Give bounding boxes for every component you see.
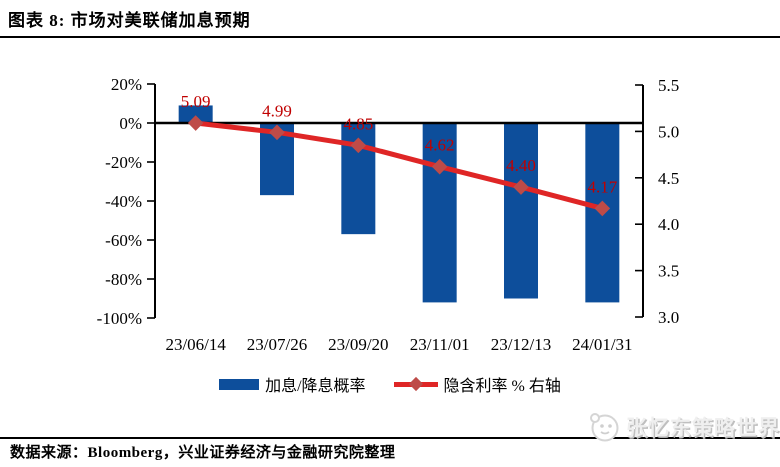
- left-axis-tick-label: 0%: [119, 114, 142, 133]
- data-label: 5.09: [181, 92, 211, 111]
- source-prefix: 数据来源：: [10, 445, 88, 461]
- x-axis-category-label: 23/11/01: [410, 335, 470, 354]
- x-axis-category-label: 23/12/13: [491, 335, 551, 354]
- right-axis-tick-label: 3.5: [658, 262, 679, 281]
- implied-rate-line: [193, 120, 605, 211]
- right-axis-tick-label: 4.0: [658, 215, 679, 234]
- data-label: 4.85: [343, 114, 373, 133]
- watermark-logo-icon: [590, 413, 619, 442]
- left-axis-tick-label: -100%: [97, 309, 142, 328]
- legend-item-bar-series: 加息/降息概率: [219, 372, 366, 396]
- right-axis-tick-label: 3.0: [658, 308, 679, 327]
- watermark: 张忆东策略世界: [588, 410, 780, 444]
- data-label: 4.62: [425, 136, 455, 155]
- x-axis-category-label: 23/07/26: [247, 335, 307, 354]
- legend-item-line-series: 隐含利率 % 右轴: [393, 372, 561, 396]
- x-axis-category-label: 24/01/31: [572, 335, 632, 354]
- data-source-note: 数据来源：Bloomberg，兴业证券经济与金融研究院整理: [10, 441, 395, 462]
- diamond-marker-icon: [187, 115, 204, 131]
- bar: [178, 105, 213, 123]
- diamond-marker-icon: [408, 376, 423, 391]
- legend-label-line-series: 隐含利率 % 右轴: [443, 378, 561, 395]
- source-text: Bloomberg，兴业证券经济与金融研究院整理: [87, 445, 396, 461]
- title-divider: [0, 36, 780, 38]
- right-axis-tick-label: 4.5: [658, 169, 679, 188]
- bar-series-swatch-icon: [219, 378, 260, 390]
- right-axis-tick-label: 5.0: [658, 122, 679, 141]
- left-axis-tick-label: -80%: [105, 270, 142, 289]
- x-axis-category-label: 23/09/20: [328, 335, 388, 354]
- data-label: 4.17: [587, 177, 617, 196]
- left-axis-tick-label: 20%: [111, 75, 142, 94]
- data-label: 4.40: [506, 156, 536, 175]
- watermark-text: 张忆东策略世界: [626, 416, 780, 440]
- data-label: 4.99: [262, 101, 292, 120]
- left-axis-tick-label: -40%: [105, 192, 142, 211]
- legend-label-bar-series: 加息/降息概率: [265, 378, 366, 395]
- line-series-swatch-icon: [393, 376, 438, 391]
- combo-chart: 20% 0% -20% -40% -60% -80% -100% 5.5 5.0 4.5 4.0 3.…: [97, 75, 680, 354]
- right-axis-tick-label: 5.5: [658, 76, 679, 95]
- chart-title: 图表 8: 市场对美联储加息预期: [8, 11, 251, 30]
- bar: [422, 123, 457, 303]
- bar: [504, 123, 538, 299]
- left-axis-tick-label: -60%: [105, 231, 142, 250]
- x-axis-category-label: 23/06/14: [165, 335, 226, 354]
- chart-legend: 加息/降息概率 隐含利率 % 右轴: [0, 372, 780, 396]
- left-axis-tick-label: -20%: [105, 153, 142, 172]
- footer-divider: [0, 437, 780, 439]
